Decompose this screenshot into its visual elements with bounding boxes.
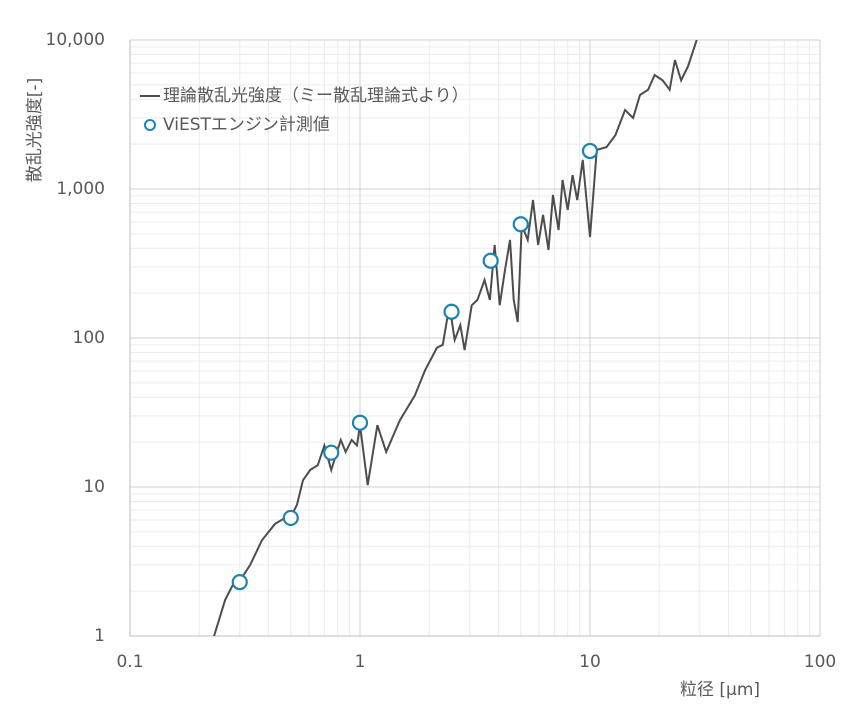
- marker: [323, 444, 340, 461]
- line: [213, 40, 698, 636]
- x-tick-label: 100: [804, 652, 836, 672]
- marker: [482, 252, 499, 269]
- y-tick-label: 10: [83, 477, 105, 497]
- marker: [443, 303, 460, 320]
- x-axis-label: 粒径 [μm]: [680, 680, 760, 700]
- legend-swatch: [144, 119, 156, 131]
- x-tick-label: 0.1: [116, 652, 143, 672]
- y-tick-label: 100: [73, 328, 105, 348]
- x-tick-label: 10: [579, 652, 601, 672]
- y-tick-label: 10,000: [46, 30, 105, 50]
- marker: [231, 574, 248, 591]
- y-axis-label: 散乱光強度[-]: [25, 78, 45, 182]
- y-tick-label: 1: [94, 626, 105, 646]
- legend-label: 理論散乱光強度（ミー散乱理論式より）: [163, 86, 469, 106]
- marker: [581, 142, 599, 160]
- marker: [282, 509, 299, 527]
- x-tick-label: 1: [355, 652, 366, 672]
- marker: [512, 216, 529, 233]
- legend-label: ViESTエンジン計測値: [163, 115, 330, 135]
- marker: [351, 414, 369, 431]
- y-tick-label: 1,000: [56, 179, 105, 199]
